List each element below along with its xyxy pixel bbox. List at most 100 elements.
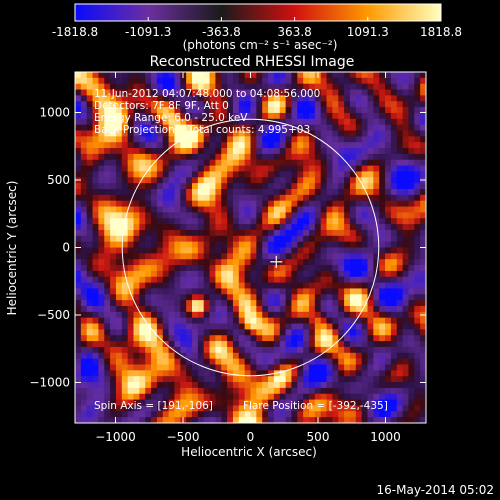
heatmap-cell bbox=[151, 259, 158, 266]
heatmap-cell bbox=[145, 229, 152, 237]
heatmap-cell bbox=[174, 112, 181, 120]
heatmap-cell bbox=[373, 72, 380, 79]
heatmap-cell bbox=[92, 358, 99, 366]
heatmap-cell bbox=[186, 194, 193, 202]
heatmap-cell bbox=[227, 288, 234, 295]
heatmap-cell bbox=[297, 136, 304, 143]
heatmap-cell bbox=[250, 218, 257, 225]
heatmap-cell bbox=[232, 194, 240, 202]
heatmap-cell bbox=[139, 265, 146, 272]
heatmap-cell bbox=[238, 382, 246, 389]
colorbar-tick-label: -1818.8 bbox=[52, 25, 98, 39]
heatmap-cell bbox=[408, 253, 415, 260]
heatmap-cell bbox=[338, 411, 345, 418]
heatmap-cell bbox=[192, 335, 199, 342]
heatmap-cell bbox=[92, 364, 99, 371]
heatmap-cell bbox=[390, 159, 398, 167]
heatmap-cell bbox=[197, 393, 205, 401]
heatmap-cell bbox=[379, 276, 386, 284]
heatmap-cell bbox=[402, 387, 410, 395]
heatmap-cell bbox=[396, 159, 404, 167]
heatmap-cell bbox=[92, 352, 99, 360]
heatmap-cell bbox=[320, 387, 328, 395]
heatmap-cell bbox=[133, 153, 140, 161]
heatmap-cell bbox=[390, 177, 398, 184]
heatmap-cell bbox=[279, 118, 287, 126]
heatmap-cell bbox=[98, 72, 105, 79]
heatmap-cell bbox=[192, 393, 199, 401]
heatmap-cell bbox=[291, 370, 298, 377]
heatmap-cell bbox=[373, 189, 380, 196]
heatmap-cell bbox=[180, 306, 187, 313]
heatmap-cell bbox=[420, 107, 426, 114]
heatmap-cell bbox=[361, 218, 369, 225]
heatmap-cell bbox=[221, 376, 228, 383]
heatmap-cell bbox=[139, 189, 146, 196]
heatmap-cell bbox=[197, 311, 205, 319]
heatmap-cell bbox=[215, 107, 222, 114]
heatmap-cell bbox=[162, 200, 170, 208]
heatmap-cell bbox=[197, 352, 205, 360]
heatmap-cell bbox=[168, 183, 176, 190]
heatmap-cell bbox=[180, 118, 187, 126]
heatmap-cell bbox=[227, 112, 234, 120]
heatmap-cell bbox=[402, 265, 410, 272]
heatmap-cell bbox=[291, 200, 298, 208]
heatmap-cell bbox=[402, 253, 410, 260]
heatmap-cell bbox=[192, 224, 199, 231]
heatmap-cell bbox=[104, 311, 111, 319]
heatmap-cell bbox=[297, 177, 304, 184]
heatmap-cell bbox=[156, 270, 164, 278]
heatmap-cell bbox=[221, 136, 228, 143]
heatmap-cell bbox=[238, 153, 246, 161]
heatmap-cell bbox=[133, 364, 140, 371]
heatmap-cell bbox=[361, 294, 369, 301]
heatmap-cell bbox=[390, 376, 398, 383]
heatmap-cell bbox=[121, 89, 129, 96]
heatmap-cell bbox=[174, 376, 181, 383]
heatmap-cell bbox=[162, 153, 170, 161]
heatmap-cell bbox=[121, 317, 129, 325]
heatmap-cell bbox=[379, 130, 386, 137]
heatmap-cell bbox=[338, 306, 345, 313]
heatmap-cell bbox=[361, 288, 369, 295]
heatmap-cell bbox=[221, 352, 228, 360]
heatmap-cell bbox=[262, 95, 269, 102]
heatmap-cell bbox=[385, 358, 392, 366]
heatmap-cell bbox=[367, 382, 374, 389]
heatmap-cell bbox=[390, 387, 398, 395]
heatmap-cell bbox=[162, 112, 170, 120]
heatmap-cell bbox=[186, 183, 193, 190]
heatmap-cell bbox=[314, 183, 322, 190]
heatmap-cell bbox=[402, 235, 410, 243]
heatmap-cell bbox=[379, 89, 386, 96]
heatmap-cell bbox=[379, 317, 386, 325]
heatmap-cell bbox=[291, 358, 298, 366]
heatmap-cell bbox=[268, 276, 275, 284]
heatmap-cell bbox=[309, 341, 316, 348]
heatmap-cell bbox=[355, 194, 363, 202]
heatmap-cell bbox=[279, 253, 287, 260]
heatmap-cell bbox=[402, 317, 410, 325]
heatmap-cell bbox=[408, 72, 415, 79]
heatmap-cell bbox=[326, 323, 333, 330]
heatmap-cell bbox=[379, 218, 386, 225]
heatmap-cell bbox=[209, 194, 216, 202]
heatmap-cell bbox=[320, 247, 328, 254]
heatmap-cell bbox=[373, 241, 380, 249]
heatmap-cell bbox=[390, 346, 398, 354]
heatmap-cell bbox=[121, 177, 129, 184]
heatmap-cell bbox=[373, 183, 380, 190]
heatmap-cell bbox=[156, 288, 164, 295]
solar-limb-circle bbox=[121, 118, 380, 377]
heatmap-cell bbox=[355, 95, 363, 102]
heatmap-cell bbox=[151, 153, 158, 161]
heatmap-cell bbox=[332, 165, 339, 173]
heatmap-cell bbox=[326, 153, 333, 161]
heatmap-cell bbox=[268, 118, 275, 126]
heatmap-cell bbox=[279, 165, 287, 173]
heatmap-cell bbox=[145, 200, 152, 208]
heatmap-cell bbox=[273, 306, 281, 313]
heatmap-cell bbox=[385, 393, 392, 401]
heatmap-cell bbox=[238, 329, 246, 336]
